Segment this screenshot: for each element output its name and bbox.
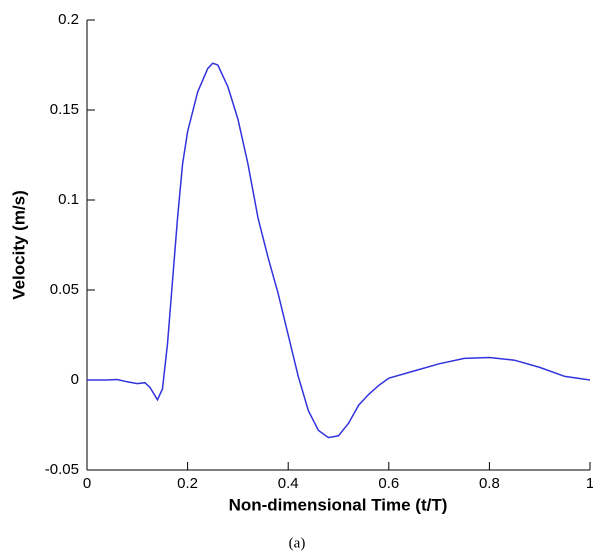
x-tick-label: 0.4 <box>278 475 299 492</box>
y-tick-label: 0.05 <box>50 281 79 298</box>
x-tick-label: 0.2 <box>177 475 198 492</box>
y-tick-label: -0.05 <box>45 461 79 478</box>
x-tick-label: 1 <box>586 475 593 492</box>
y-tick-label: 0.15 <box>50 101 79 118</box>
y-tick-label: 0.2 <box>58 11 79 28</box>
y-tick-label: 0.1 <box>58 191 79 208</box>
x-tick-label: 0.8 <box>479 475 500 492</box>
y-axis-title: Velocity (m/s) <box>9 190 28 300</box>
x-axis-title: Non-dimensional Time (t/T) <box>229 495 448 514</box>
x-tick-label: 0 <box>83 475 91 492</box>
y-tick-label: 0 <box>71 371 79 388</box>
caption: (a) <box>289 535 306 551</box>
x-tick-label: 0.6 <box>378 475 399 492</box>
line <box>87 62 591 439</box>
